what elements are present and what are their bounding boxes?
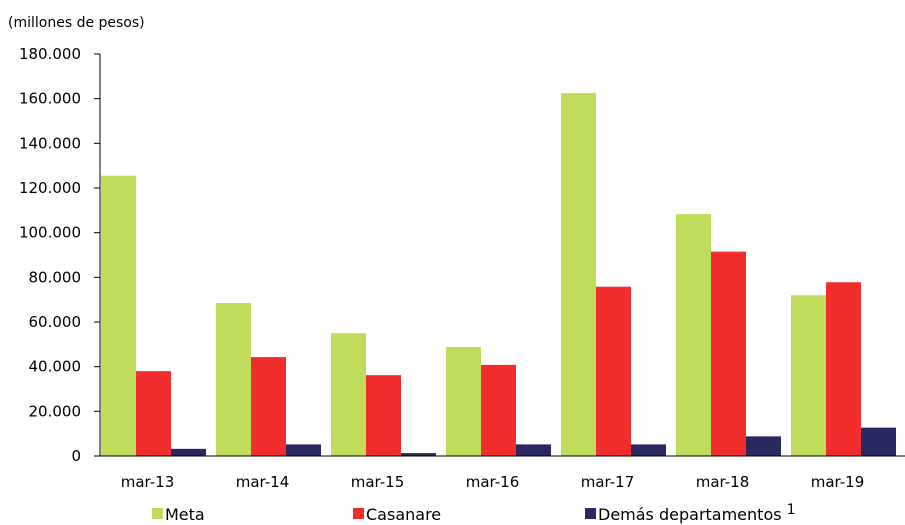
- legend-swatch-casanare: [353, 508, 364, 519]
- bar-casanare-mar-13: [136, 371, 171, 456]
- x-tick-label: mar-13: [121, 473, 175, 491]
- y-tick-label: 160.000: [19, 90, 81, 108]
- x-tick-label: mar-16: [466, 473, 520, 491]
- bar-meta-mar-13: [101, 175, 136, 456]
- y-tick-label: 80.000: [29, 268, 82, 286]
- bar-dem-s-departamentos-mar-17: [631, 444, 666, 456]
- y-tick-label: 60.000: [29, 313, 82, 331]
- y-axis-ticks: 0 20.000 40.000 60.000 80.000 100.000 120.000 1…: [19, 45, 100, 465]
- y-tick-label: 180.000: [19, 45, 81, 63]
- bar-casanare-mar-14: [251, 357, 286, 456]
- y-tick-label: 120.000: [19, 179, 81, 197]
- legend-label-meta: Meta: [165, 505, 205, 524]
- y-tick-label: 20.000: [29, 402, 82, 420]
- bar-meta-mar-19: [791, 295, 826, 456]
- axes: [99, 54, 905, 457]
- bar-meta-mar-18: [676, 214, 711, 456]
- x-tick-label: mar-18: [696, 473, 750, 491]
- legend-superscript: 1: [787, 502, 796, 518]
- y-axis-unit-label: (millones de pesos): [8, 15, 145, 31]
- x-tick-label: mar-17: [581, 473, 635, 491]
- legend-swatch-dem-s-departamentos: [585, 508, 596, 519]
- bar-dem-s-departamentos-mar-18: [746, 436, 781, 456]
- bar-casanare-mar-19: [826, 282, 861, 456]
- bar-dem-s-departamentos-mar-14: [286, 444, 321, 456]
- legend: Meta Casanare Demás departamentos 1: [152, 502, 795, 524]
- bar-meta-mar-14: [216, 303, 251, 456]
- bar-dem-s-departamentos-mar-15: [401, 453, 436, 456]
- legend-label-casanare: Casanare: [366, 505, 441, 524]
- bar-dem-s-departamentos-mar-19: [861, 427, 896, 456]
- legend-swatch-meta: [152, 508, 163, 519]
- y-tick-label: 0: [71, 447, 81, 465]
- legend-label-dem-s-departamentos: Demás departamentos 1: [598, 502, 795, 524]
- bar-casanare-mar-16: [481, 364, 516, 456]
- x-tick-label: mar-14: [236, 473, 290, 491]
- bar-meta-mar-15: [331, 333, 366, 456]
- y-tick-label: 140.000: [19, 134, 81, 152]
- x-tick-label: mar-19: [811, 473, 865, 491]
- bar-meta-mar-16: [446, 347, 481, 456]
- bars: [101, 93, 896, 456]
- bar-dem-s-departamentos-mar-13: [171, 448, 206, 456]
- y-tick-label: 100.000: [19, 224, 81, 242]
- bar-casanare-mar-18: [711, 251, 746, 456]
- y-tick-label: 40.000: [29, 358, 82, 376]
- bar-dem-s-departamentos-mar-16: [516, 444, 551, 456]
- bar-casanare-mar-15: [366, 375, 401, 456]
- x-axis-labels: mar-13 mar-14 mar-15 mar-16 mar-17 mar-18 mar-…: [121, 473, 865, 491]
- bar-casanare-mar-17: [596, 286, 631, 456]
- x-tick-label: mar-15: [351, 473, 405, 491]
- bar-meta-mar-17: [561, 93, 596, 456]
